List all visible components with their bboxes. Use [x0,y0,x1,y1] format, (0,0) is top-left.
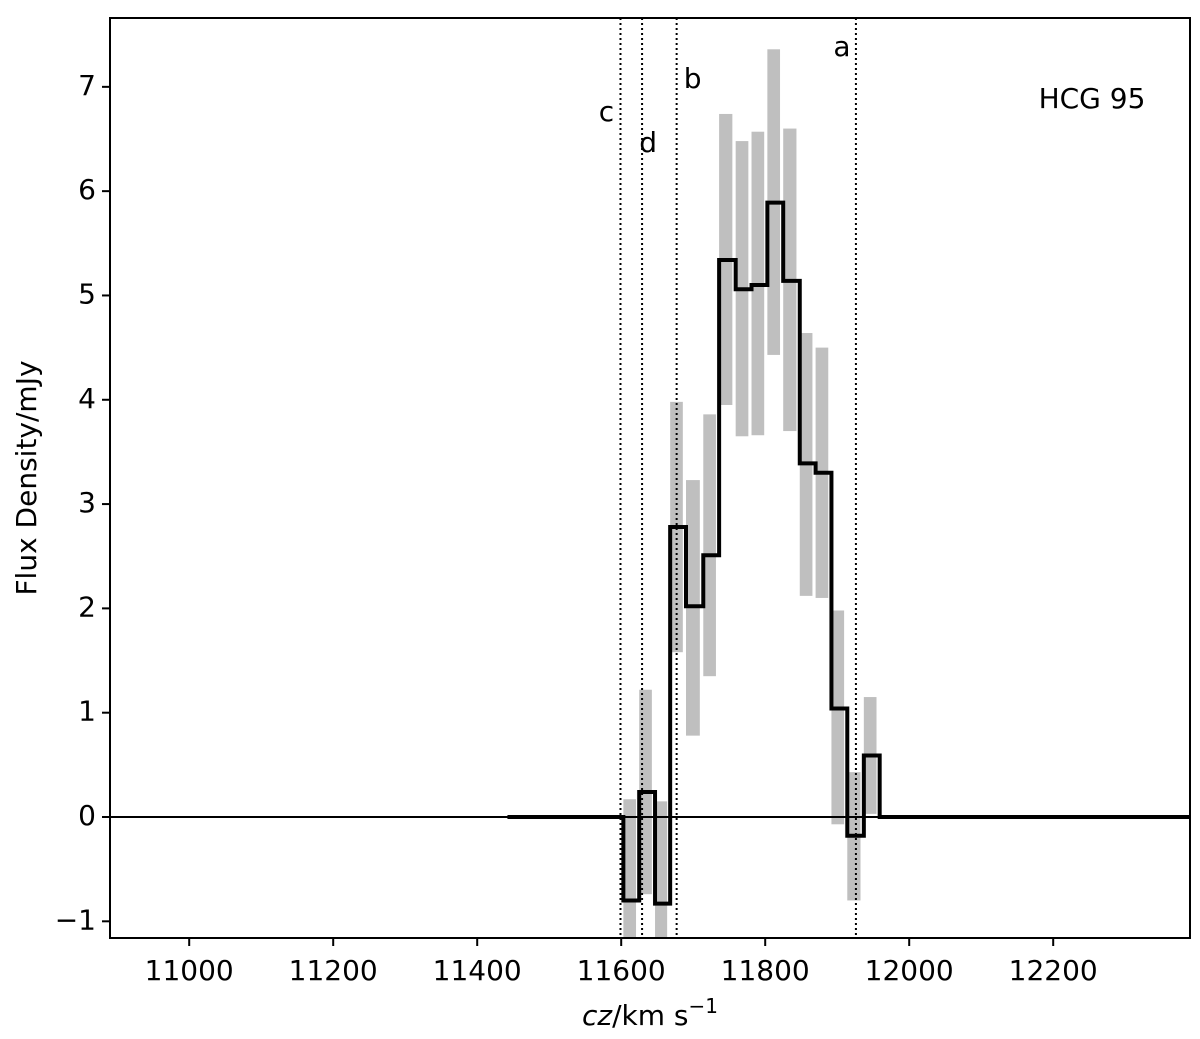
x-tick-label: 11400 [433,954,522,987]
y-tick-label: 0 [78,799,96,832]
marker-label: d [639,126,657,159]
axes-frame [109,17,1191,939]
x-tick-label: 11800 [721,954,810,987]
annotation: HCG 95 [1039,82,1146,115]
y-axis-label: Flux Density/mJy [10,360,43,595]
x-label-sup: −1 [689,994,718,1018]
x-label-unit: /km s [612,999,688,1032]
x-tick-label: 12200 [1009,954,1098,987]
x-axis-label: cz/km s−1 [582,994,718,1032]
y-tick-label: 1 [78,695,96,728]
marker-label: a [833,30,850,63]
error-box [831,610,845,825]
error-box [623,799,637,938]
x-label-italic: cz [582,999,613,1032]
y-tick-label: 5 [78,277,96,310]
y-tick-label: 4 [78,382,96,415]
error-box [703,414,716,677]
x-tick-label: 11000 [145,954,234,987]
marker-label: c [599,95,614,128]
y-tick-label: −1 [55,903,96,936]
y-tick-label: 7 [78,69,96,102]
marker-label: b [684,62,702,95]
x-tick-label: 11200 [289,954,378,987]
x-tick-label: 11600 [577,954,666,987]
plot-area [110,18,1190,938]
y-tick-label: 3 [78,486,96,519]
x-tick-label: 12000 [865,954,954,987]
y-tick-label: 6 [78,173,96,206]
y-tick-label: 2 [78,590,96,623]
step-line [507,200,1190,906]
